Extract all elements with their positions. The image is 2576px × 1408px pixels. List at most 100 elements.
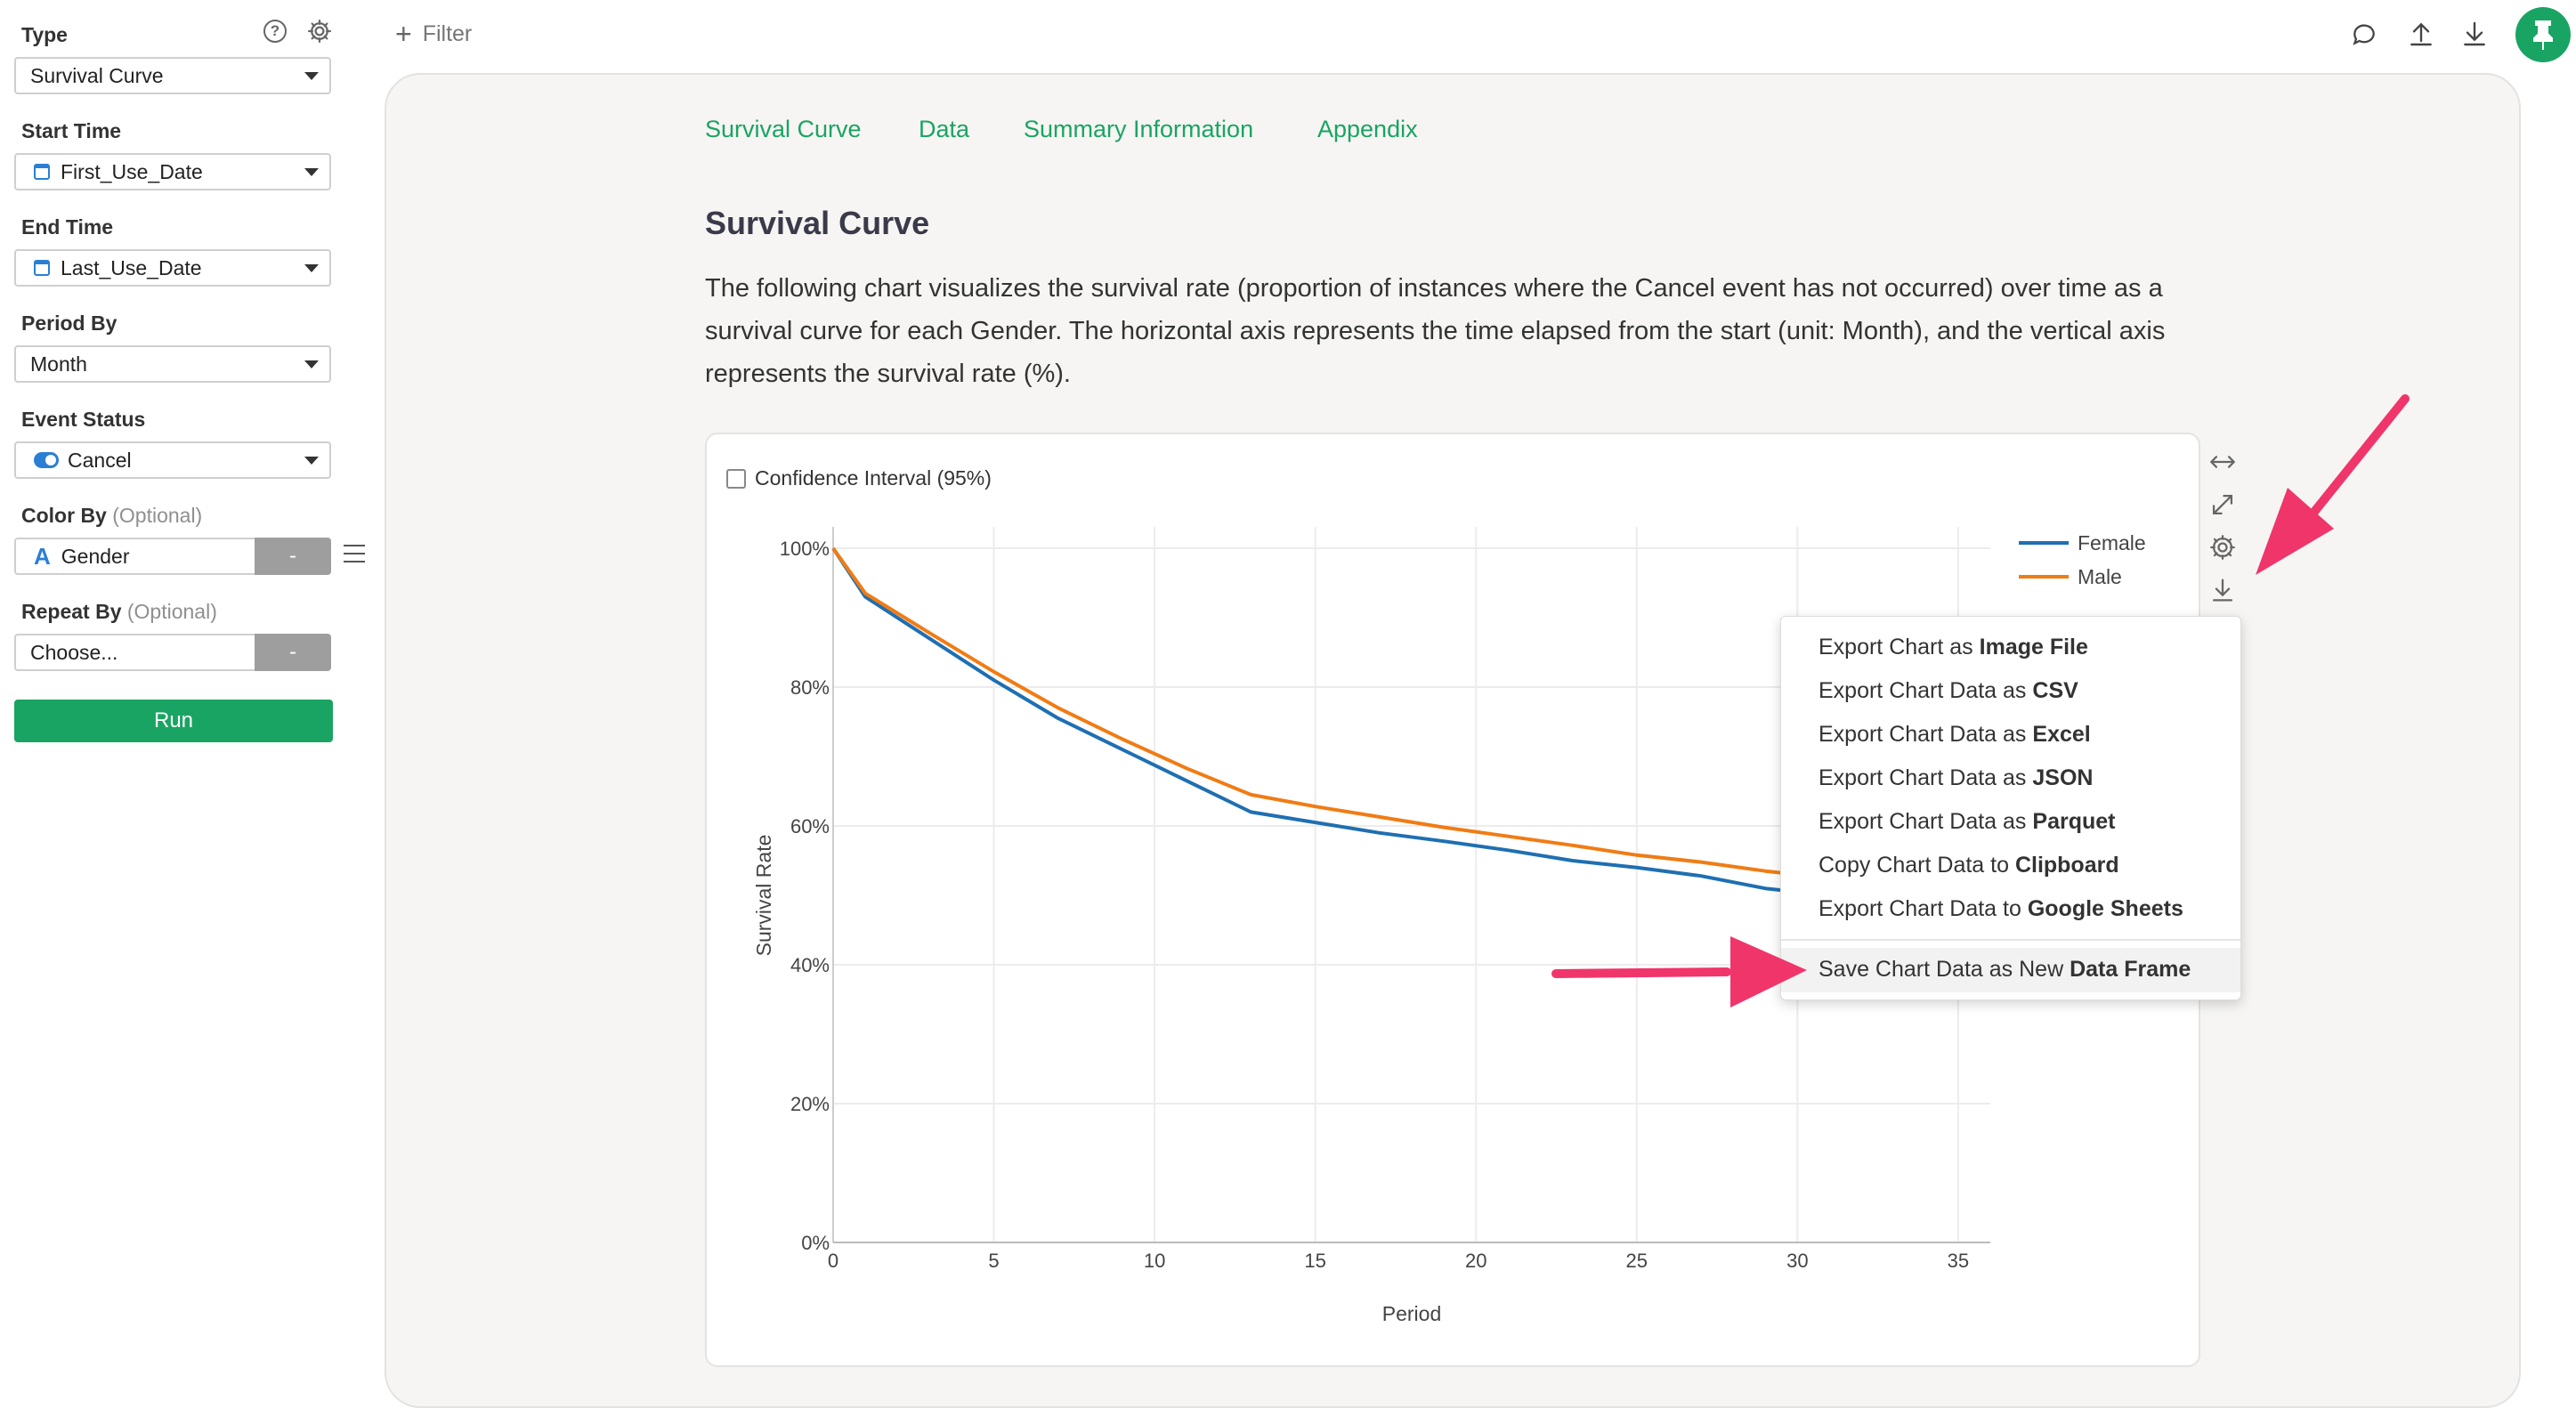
menu-item-prefix: Copy Chart Data to: [1819, 853, 2015, 878]
legend-label: Male: [2078, 565, 2122, 588]
series-line-male: [831, 546, 1798, 877]
chevron-down-icon: [304, 456, 319, 465]
menu-item-bold: Clipboard: [2014, 853, 2119, 878]
y-tick-label: 60%: [790, 815, 830, 838]
tab-survival-curve[interactable]: Survival Curve: [705, 116, 862, 142]
chevron-down-icon: [304, 71, 319, 80]
plus-icon: +: [395, 18, 412, 50]
type-value: Survival Curve: [30, 63, 164, 87]
y-tick-label: 80%: [790, 676, 830, 699]
chart-download-icon[interactable]: [2207, 575, 2238, 605]
x-tick-label: 30: [1786, 1250, 1808, 1272]
sidebar: Type ? Survival Curve Start Time First_U…: [0, 0, 367, 1388]
expand-width-icon[interactable]: [2207, 447, 2238, 477]
y-tick-label: 20%: [790, 1093, 830, 1115]
repeat-by-value: Choose...: [30, 640, 118, 664]
copy-clipboard-item[interactable]: Copy Chart Data to Clipboard: [1819, 853, 2119, 878]
repeat-by-label: Repeat By (Optional): [21, 600, 217, 624]
chevron-down-icon: [304, 167, 319, 176]
run-button[interactable]: Run: [14, 700, 333, 742]
export-json-item[interactable]: Export Chart Data as JSON: [1819, 765, 2093, 791]
export-image-file-item[interactable]: Export Chart as Image File: [1819, 635, 2088, 660]
repeat-by-optional: (Optional): [126, 600, 217, 623]
menu-item-bold: Google Sheets: [2027, 896, 2183, 921]
calendar-icon: [34, 260, 50, 276]
toggle-icon: [34, 452, 59, 468]
repeat-by-combo: Choose... -: [14, 634, 331, 671]
export-parquet-item[interactable]: Export Chart Data as Parquet: [1819, 809, 2115, 835]
color-by-remove-button[interactable]: -: [255, 538, 331, 575]
confidence-interval-checkbox[interactable]: [726, 468, 746, 489]
x-tick-label: 20: [1465, 1250, 1486, 1272]
x-tick-label: 0: [828, 1250, 838, 1272]
end-time-label: End Time: [21, 215, 114, 239]
pin-button[interactable]: [2515, 7, 2571, 62]
color-by-value: Gender: [61, 544, 130, 568]
export-google-sheets-item[interactable]: Export Chart Data to Google Sheets: [1819, 896, 2183, 922]
period-by-value: Month: [30, 352, 87, 376]
menu-item-bold: Image File: [1979, 635, 2088, 659]
event-status-select[interactable]: Cancel: [14, 441, 331, 479]
menu-item-bold: JSON: [2032, 765, 2094, 790]
confidence-interval-label: Confidence Interval (95%): [755, 466, 992, 490]
period-by-label: Period By: [21, 312, 117, 335]
color-by-combo: A Gender -: [14, 538, 331, 575]
menu-item-prefix: Export Chart Data as: [1819, 809, 2033, 834]
period-by-select[interactable]: Month: [14, 345, 331, 383]
chat-icon[interactable]: [2350, 20, 2378, 48]
chevron-down-icon: [304, 263, 319, 272]
download-icon[interactable]: [2460, 20, 2489, 48]
repeat-by-field[interactable]: Choose...: [14, 634, 255, 671]
repeat-by-label-text: Repeat By: [21, 600, 122, 623]
color-by-label: Color By (Optional): [21, 504, 202, 528]
start-time-value: First_Use_Date: [61, 159, 203, 183]
pin-icon: [2533, 20, 2553, 50]
fullscreen-icon[interactable]: [2207, 490, 2238, 520]
menu-item-bold: Parquet: [2032, 809, 2116, 834]
type-select[interactable]: Survival Curve: [14, 57, 331, 94]
menu-item-prefix: Export Chart Data as: [1819, 678, 2033, 703]
tab-appendix[interactable]: Appendix: [1317, 116, 1418, 142]
tab-summary-information[interactable]: Summary Information: [1024, 116, 1254, 142]
section-description: The following chart visualizes the survi…: [705, 274, 2166, 388]
end-time-select[interactable]: Last_Use_Date: [14, 249, 331, 287]
legend-label: Female: [2078, 531, 2146, 554]
menu-item-bold: Excel: [2032, 722, 2091, 747]
tab-data[interactable]: Data: [919, 116, 970, 142]
gear-icon[interactable]: [306, 18, 333, 45]
event-status-label: Event Status: [21, 408, 146, 431]
y-axis-label: Survival Rate: [752, 835, 775, 957]
series-line-female: [831, 546, 1798, 894]
y-tick-label: 0%: [801, 1232, 830, 1254]
filter-label: Filter: [422, 20, 473, 46]
start-time-select[interactable]: First_Use_Date: [14, 153, 331, 190]
menu-highlight: [1781, 948, 2240, 992]
help-icon[interactable]: ?: [263, 20, 287, 43]
menu-item-prefix: Export Chart as: [1819, 635, 1980, 659]
menu-item-bold: CSV: [2032, 678, 2078, 703]
filter-button[interactable]: + Filter: [395, 20, 472, 48]
export-excel-item[interactable]: Export Chart Data as Excel: [1819, 722, 2091, 748]
color-by-label-text: Color By: [21, 504, 107, 527]
type-label: Type: [21, 23, 68, 46]
chart-settings-icon[interactable]: [2207, 532, 2238, 562]
text-type-icon: A: [34, 542, 51, 570]
export-menu: Export Chart as Image File Export Chart …: [1780, 616, 2241, 1000]
x-tick-label: 5: [988, 1250, 999, 1272]
save-data-frame-item[interactable]: Save Chart Data as New Data Frame: [1819, 957, 2191, 983]
menu-item-bold: Data Frame: [2070, 957, 2191, 982]
chart-card: Confidence Interval (95%) 0 5 10 15 20 25 30 35…: [705, 433, 2200, 1367]
x-axis-label: Period: [1382, 1302, 1441, 1325]
repeat-by-remove-button[interactable]: -: [255, 634, 331, 671]
menu-item-prefix: Save Chart Data as New: [1819, 957, 2070, 982]
upload-icon[interactable]: [2407, 20, 2435, 48]
y-tick-label: 100%: [780, 538, 830, 560]
hamburger-icon[interactable]: [344, 545, 365, 562]
export-csv-item[interactable]: Export Chart Data as CSV: [1819, 678, 2078, 704]
color-by-field[interactable]: A Gender: [14, 538, 255, 575]
survival-chart: 0 5 10 15 20 25 30 35 0% 20% 40% 60% 80% 100% Period Su…: [752, 527, 2146, 1325]
menu-item-prefix: Export Chart Data as: [1819, 765, 2033, 790]
confidence-interval-toggle[interactable]: Confidence Interval (95%): [726, 466, 992, 490]
color-by-optional: (Optional): [112, 504, 203, 527]
x-tick-label: 15: [1304, 1250, 1325, 1272]
